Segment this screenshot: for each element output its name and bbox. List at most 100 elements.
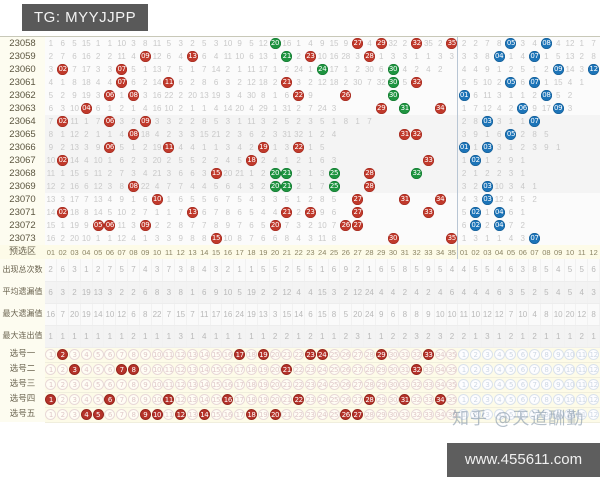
pick-blue-ball[interactable]: 6 xyxy=(517,409,529,420)
pick-red-cell[interactable]: 13 xyxy=(186,392,199,408)
pick-red-cell[interactable]: 1 xyxy=(45,377,57,393)
pick-blue-cell[interactable]: 8 xyxy=(540,362,553,378)
pick-red-ball[interactable]: 27 xyxy=(352,409,364,420)
pick-red-ball[interactable]: 12 xyxy=(175,394,187,405)
pick-red-ball[interactable]: 4 xyxy=(80,364,92,375)
red-column-header[interactable]: 35 xyxy=(446,245,458,259)
pick-blue-cell[interactable]: 1 xyxy=(457,377,470,393)
pick-red-cell[interactable]: 35 xyxy=(446,392,458,408)
pick-blue-cell[interactable]: 11 xyxy=(575,392,588,408)
pick-red-ball[interactable]: 14 xyxy=(198,379,210,390)
red-column-header[interactable]: 07 xyxy=(115,245,128,259)
pick-red-cell[interactable]: 29 xyxy=(375,362,388,378)
pick-red-cell[interactable]: 5 xyxy=(92,407,104,423)
pick-red-cell[interactable]: 19 xyxy=(257,407,270,423)
pick-red-ball[interactable]: 8 xyxy=(127,409,139,420)
pick-red-ball[interactable]: 14 xyxy=(198,394,210,405)
pick-red-cell[interactable]: 7 xyxy=(115,362,128,378)
pick-row[interactable]: 选号三 1 2 3 4 5 6 7 8 9 10 11 12 13 14 15 16 17 18 19 20 21 22 23… xyxy=(0,377,600,393)
pick-red-ball[interactable]: 4 xyxy=(80,394,92,405)
pick-blue-cell[interactable]: 7 xyxy=(528,377,541,393)
pick-red-ball[interactable]: 15 xyxy=(210,409,222,420)
pick-red-ball[interactable]: 5 xyxy=(92,394,104,405)
pick-blue-cell[interactable]: 6 xyxy=(516,377,529,393)
pick-red-ball[interactable]: 32 xyxy=(411,409,423,420)
pick-red-cell[interactable]: 17 xyxy=(233,392,246,408)
pick-red-cell[interactable]: 3 xyxy=(68,377,81,393)
blue-column-header[interactable]: 04 xyxy=(493,245,506,259)
red-column-header[interactable]: 17 xyxy=(233,245,246,259)
pick-red-cell[interactable]: 35 xyxy=(446,377,458,393)
pick-red-cell[interactable]: 20 xyxy=(269,362,281,378)
pick-red-ball[interactable]: 10 xyxy=(151,409,163,420)
pick-red-ball[interactable]: 21 xyxy=(281,394,293,405)
blue-column-header[interactable]: 02 xyxy=(469,245,482,259)
blue-column-header[interactable]: 08 xyxy=(540,245,553,259)
pick-red-ball[interactable]: 18 xyxy=(245,379,257,390)
pick-red-ball[interactable]: 9 xyxy=(139,409,151,420)
pick-red-ball[interactable]: 10 xyxy=(151,394,163,405)
pick-row[interactable]: 选号四 1 2 3 4 5 6 7 8 9 10 11 12 13 14 15 16 17 18 19 20 21 22 23… xyxy=(0,392,600,408)
pick-red-ball[interactable]: 20 xyxy=(269,349,281,360)
pick-red-cell[interactable]: 4 xyxy=(80,407,93,423)
pick-blue-ball[interactable]: 9 xyxy=(552,349,564,360)
pick-red-ball[interactable]: 8 xyxy=(127,379,139,390)
pick-blue-ball[interactable]: 4 xyxy=(493,349,505,360)
pick-red-ball[interactable]: 16 xyxy=(222,409,234,420)
pick-red-ball[interactable]: 34 xyxy=(434,379,446,390)
pick-red-cell[interactable]: 2 xyxy=(56,407,69,423)
pick-red-ball[interactable]: 29 xyxy=(375,349,387,360)
pick-red-cell[interactable]: 3 xyxy=(68,362,81,378)
pick-blue-cell[interactable]: 7 xyxy=(528,407,541,423)
red-column-header[interactable]: 22 xyxy=(292,245,305,259)
pick-red-cell[interactable]: 27 xyxy=(351,392,364,408)
red-column-header[interactable]: 08 xyxy=(127,245,140,259)
pick-blue-cell[interactable]: 3 xyxy=(481,392,494,408)
red-column-header[interactable]: 25 xyxy=(328,245,340,259)
pick-red-cell[interactable]: 9 xyxy=(139,392,152,408)
red-column-header[interactable]: 15 xyxy=(210,245,222,259)
pick-blue-cell[interactable]: 1 xyxy=(457,392,470,408)
pick-blue-ball[interactable]: 8 xyxy=(540,364,552,375)
pick-blue-ball[interactable]: 3 xyxy=(481,349,493,360)
pick-red-ball[interactable]: 5 xyxy=(92,349,104,360)
pick-red-ball[interactable]: 20 xyxy=(269,394,281,405)
pick-red-cell[interactable]: 21 xyxy=(280,347,293,363)
pick-red-cell[interactable]: 16 xyxy=(221,347,234,363)
pick-red-ball[interactable]: 16 xyxy=(222,394,234,405)
pick-red-ball[interactable]: 10 xyxy=(151,379,163,390)
pick-red-ball[interactable]: 11 xyxy=(163,394,175,405)
pick-red-ball[interactable]: 31 xyxy=(399,394,411,405)
red-column-header[interactable]: 21 xyxy=(280,245,293,259)
pick-red-cell[interactable]: 12 xyxy=(174,377,187,393)
pick-red-cell[interactable]: 21 xyxy=(280,407,293,423)
pick-red-ball[interactable]: 10 xyxy=(151,364,163,375)
pick-red-ball[interactable]: 31 xyxy=(399,349,411,360)
pick-blue-cell[interactable]: 10 xyxy=(564,407,576,423)
pick-blue-cell[interactable]: 1 xyxy=(457,407,470,423)
pick-blue-cell[interactable]: 6 xyxy=(516,407,529,423)
pick-red-cell[interactable]: 3 xyxy=(68,407,81,423)
pick-red-ball[interactable]: 32 xyxy=(411,364,423,375)
pick-blue-ball[interactable]: 2 xyxy=(470,394,482,405)
pick-red-ball[interactable]: 1 xyxy=(45,349,57,360)
red-column-header[interactable]: 20 xyxy=(269,245,281,259)
pick-red-cell[interactable]: 31 xyxy=(398,377,411,393)
red-column-header[interactable]: 14 xyxy=(198,245,211,259)
pick-red-cell[interactable]: 4 xyxy=(80,392,93,408)
pick-red-ball[interactable]: 25 xyxy=(328,364,340,375)
pick-blue-ball[interactable]: 12 xyxy=(588,349,600,360)
pick-blue-cell[interactable]: 9 xyxy=(552,392,565,408)
pick-blue-cell[interactable]: 11 xyxy=(575,347,588,363)
pick-red-ball[interactable]: 1 xyxy=(45,379,57,390)
pick-red-cell[interactable]: 33 xyxy=(422,392,435,408)
pick-red-cell[interactable]: 31 xyxy=(398,392,411,408)
pick-blue-cell[interactable]: 6 xyxy=(516,347,529,363)
pick-blue-ball[interactable]: 6 xyxy=(517,394,529,405)
red-column-header[interactable]: 24 xyxy=(316,245,329,259)
pick-red-ball[interactable]: 15 xyxy=(210,364,222,375)
pick-red-cell[interactable]: 28 xyxy=(363,347,376,363)
pick-red-cell[interactable]: 5 xyxy=(92,347,104,363)
red-column-header[interactable]: 19 xyxy=(257,245,270,259)
pick-red-ball[interactable]: 13 xyxy=(186,409,198,420)
